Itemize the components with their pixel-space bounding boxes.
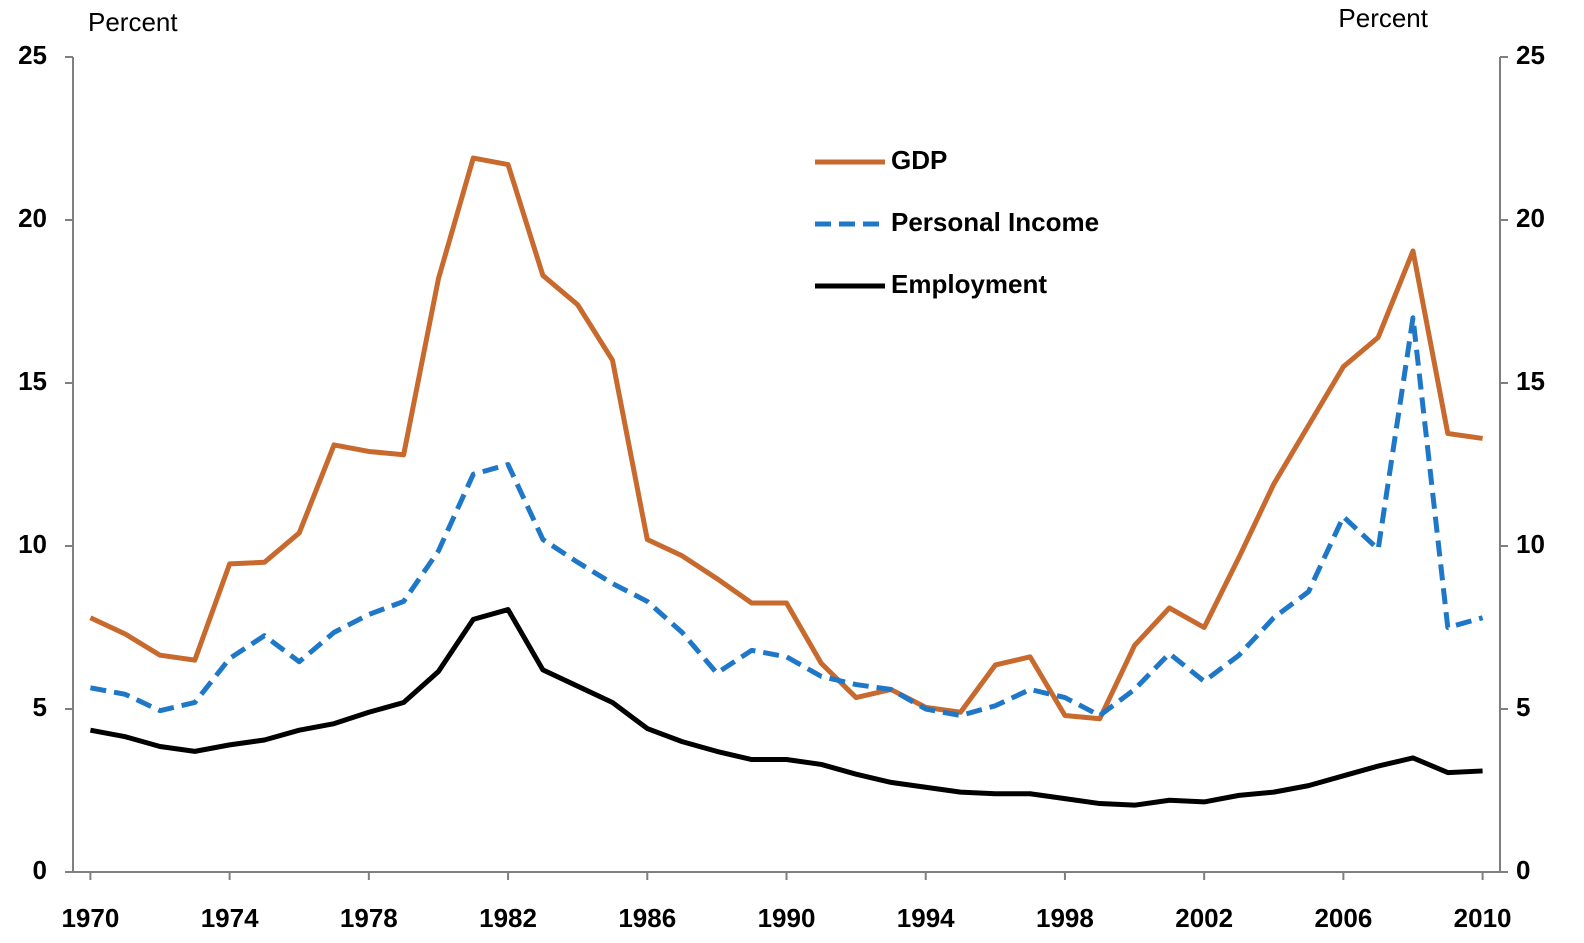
y2-tick-label: 25 <box>1516 40 1545 70</box>
x-tick-label: 1994 <box>897 903 955 933</box>
line-series <box>89 315 1484 719</box>
x-tick-label: 1974 <box>201 903 259 933</box>
x-tick-label: 1978 <box>340 903 398 933</box>
y-tick-label: 5 <box>33 692 47 722</box>
x-tick-label: 1998 <box>1036 903 1094 933</box>
line-series <box>89 155 1483 722</box>
y2-tick-label: 0 <box>1516 855 1530 885</box>
x-tick-label: 1970 <box>61 903 119 933</box>
line-series <box>89 607 1483 808</box>
y-tick-label: 15 <box>18 366 47 396</box>
x-tick-label: 1986 <box>618 903 676 933</box>
y-axis-label: Percent <box>88 7 178 37</box>
x-tick-label: 1990 <box>758 903 816 933</box>
legend-label: Employment <box>891 269 1047 299</box>
y2-tick-label: 5 <box>1516 692 1530 722</box>
x-tick-label: 2010 <box>1454 903 1512 933</box>
x-tick-label: 2006 <box>1314 903 1372 933</box>
y2-tick-label: 10 <box>1516 529 1545 559</box>
y2-axis-label: Percent <box>1338 3 1428 33</box>
x-tick-label: 2002 <box>1175 903 1233 933</box>
y2-tick-label: 15 <box>1516 366 1545 396</box>
x-tick-label: 1982 <box>479 903 537 933</box>
y-tick-label: 10 <box>18 529 47 559</box>
legend-label: Personal Income <box>891 207 1099 237</box>
y-tick-label: 0 <box>33 855 47 885</box>
legend-label: GDP <box>891 145 947 175</box>
y2-tick-label: 20 <box>1516 203 1545 233</box>
y-tick-label: 25 <box>18 40 47 70</box>
y-tick-label: 20 <box>18 203 47 233</box>
